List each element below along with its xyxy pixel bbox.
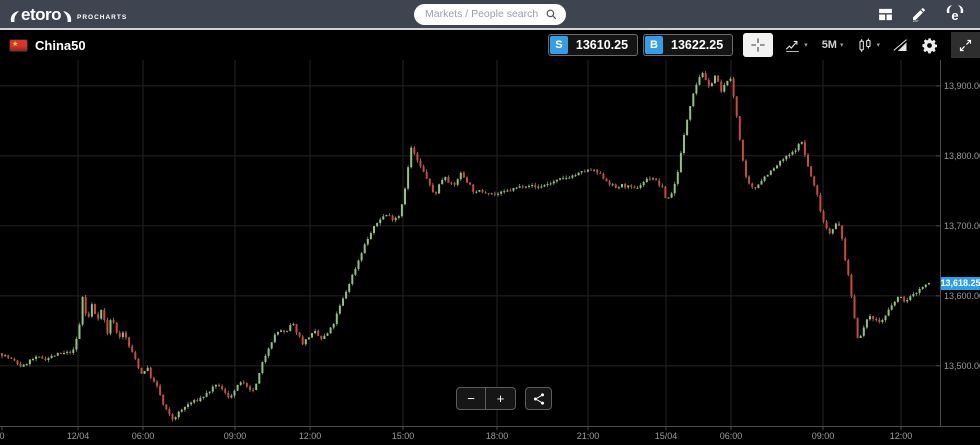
zoom-in-button[interactable]: + bbox=[486, 388, 515, 409]
search-bar bbox=[414, 3, 566, 26]
crosshair-icon bbox=[751, 38, 765, 52]
chevron-down-icon: ▾ bbox=[804, 42, 808, 49]
chart-toolbar: S 13610.25 B 13622.25 ▾ 5M ▾ ▾ bbox=[543, 32, 980, 58]
chart-type-candles-icon bbox=[859, 38, 872, 52]
compare-button[interactable] bbox=[887, 33, 914, 57]
x-axis-label: 12:00 bbox=[299, 431, 322, 441]
sell-badge: S bbox=[549, 36, 568, 54]
instrument-name: China50 bbox=[35, 37, 86, 53]
x-axis-label: 06:00 bbox=[132, 431, 155, 441]
search-input[interactable] bbox=[414, 3, 566, 25]
chart-panel: ★ China50 S 13610.25 B 13622.25 ▾ 5M ▾ bbox=[0, 30, 980, 443]
x-axis-label: 12:00 bbox=[890, 431, 913, 441]
buy-price: 13622.25 bbox=[671, 38, 724, 52]
y-axis-label: 13,500.00 bbox=[944, 361, 980, 371]
y-axis-label: 13,700.00 bbox=[944, 221, 980, 231]
timeframe-button[interactable]: 5M ▾ bbox=[817, 33, 849, 57]
settings-button[interactable] bbox=[916, 33, 943, 57]
x-axis-label: 0 bbox=[0, 431, 5, 441]
logo-subtitle: PROCHARTS bbox=[77, 13, 128, 21]
sell-price: 13610.25 bbox=[575, 38, 629, 52]
buy-badge: B bbox=[645, 36, 664, 54]
etoro-logo[interactable]: etoro PROCHARTS bbox=[10, 6, 127, 23]
logo-text: etoro bbox=[21, 4, 62, 24]
crosshair-button[interactable] bbox=[743, 33, 774, 57]
chart-type-button[interactable]: ▾ bbox=[852, 33, 885, 57]
x-axis-label: 06:00 bbox=[720, 431, 743, 441]
zoom-controls: − + bbox=[456, 387, 552, 410]
x-axis-label: 15:00 bbox=[392, 431, 415, 441]
x-axis-label: 12/04 bbox=[67, 431, 90, 441]
pencil-icon[interactable] bbox=[911, 6, 927, 22]
china-flag-icon: ★ bbox=[10, 39, 27, 51]
x-axis-label: 09:00 bbox=[812, 431, 835, 441]
y-axis-label: 13,900.00 bbox=[944, 81, 980, 91]
chart-header: ★ China50 S 13610.25 B 13622.25 ▾ 5M ▾ bbox=[0, 30, 980, 60]
top-header: etoro PROCHARTS e bbox=[0, 0, 980, 30]
buy-button[interactable]: B 13622.25 bbox=[643, 34, 734, 56]
share-icon bbox=[533, 392, 544, 405]
indicators-icon bbox=[786, 40, 799, 52]
share-button[interactable] bbox=[525, 387, 552, 410]
etoro-e-logo-icon[interactable]: e bbox=[944, 5, 966, 23]
candlestick-chart[interactable]: 13,500.00 13,600.00 13,700.00 13,800.00 13,9… bbox=[0, 60, 980, 443]
zoom-out-button[interactable]: − bbox=[457, 388, 486, 409]
x-axis-label: 09:00 bbox=[224, 431, 247, 441]
chevron-down-icon: ▾ bbox=[839, 42, 844, 49]
settings-gear-icon bbox=[922, 37, 938, 53]
y-axis-label: 13,800.00 bbox=[944, 151, 980, 161]
layout-grid-icon[interactable] bbox=[877, 6, 894, 23]
indicators-button[interactable]: ▾ bbox=[779, 33, 813, 57]
timeframe-label: 5M bbox=[821, 39, 837, 51]
compare-icon bbox=[893, 39, 907, 51]
expand-icon bbox=[959, 39, 972, 51]
search-icon[interactable] bbox=[545, 8, 558, 26]
logo-left-horn-icon bbox=[10, 10, 19, 22]
y-axis-label: 13,600.00 bbox=[944, 291, 980, 301]
sell-button[interactable]: S 13610.25 bbox=[547, 34, 639, 56]
expand-button[interactable] bbox=[951, 32, 980, 58]
chevron-down-icon: ▾ bbox=[876, 42, 880, 49]
last-price-badge: 13,618.25 bbox=[940, 276, 980, 290]
instrument[interactable]: ★ China50 bbox=[10, 38, 86, 53]
svg-text:e: e bbox=[951, 8, 958, 23]
logo-right-horn-icon bbox=[63, 10, 72, 22]
x-axis-label: 15/04 bbox=[655, 431, 678, 441]
x-axis-label: 18:00 bbox=[486, 431, 509, 441]
x-axis-label: 21:00 bbox=[577, 431, 600, 441]
